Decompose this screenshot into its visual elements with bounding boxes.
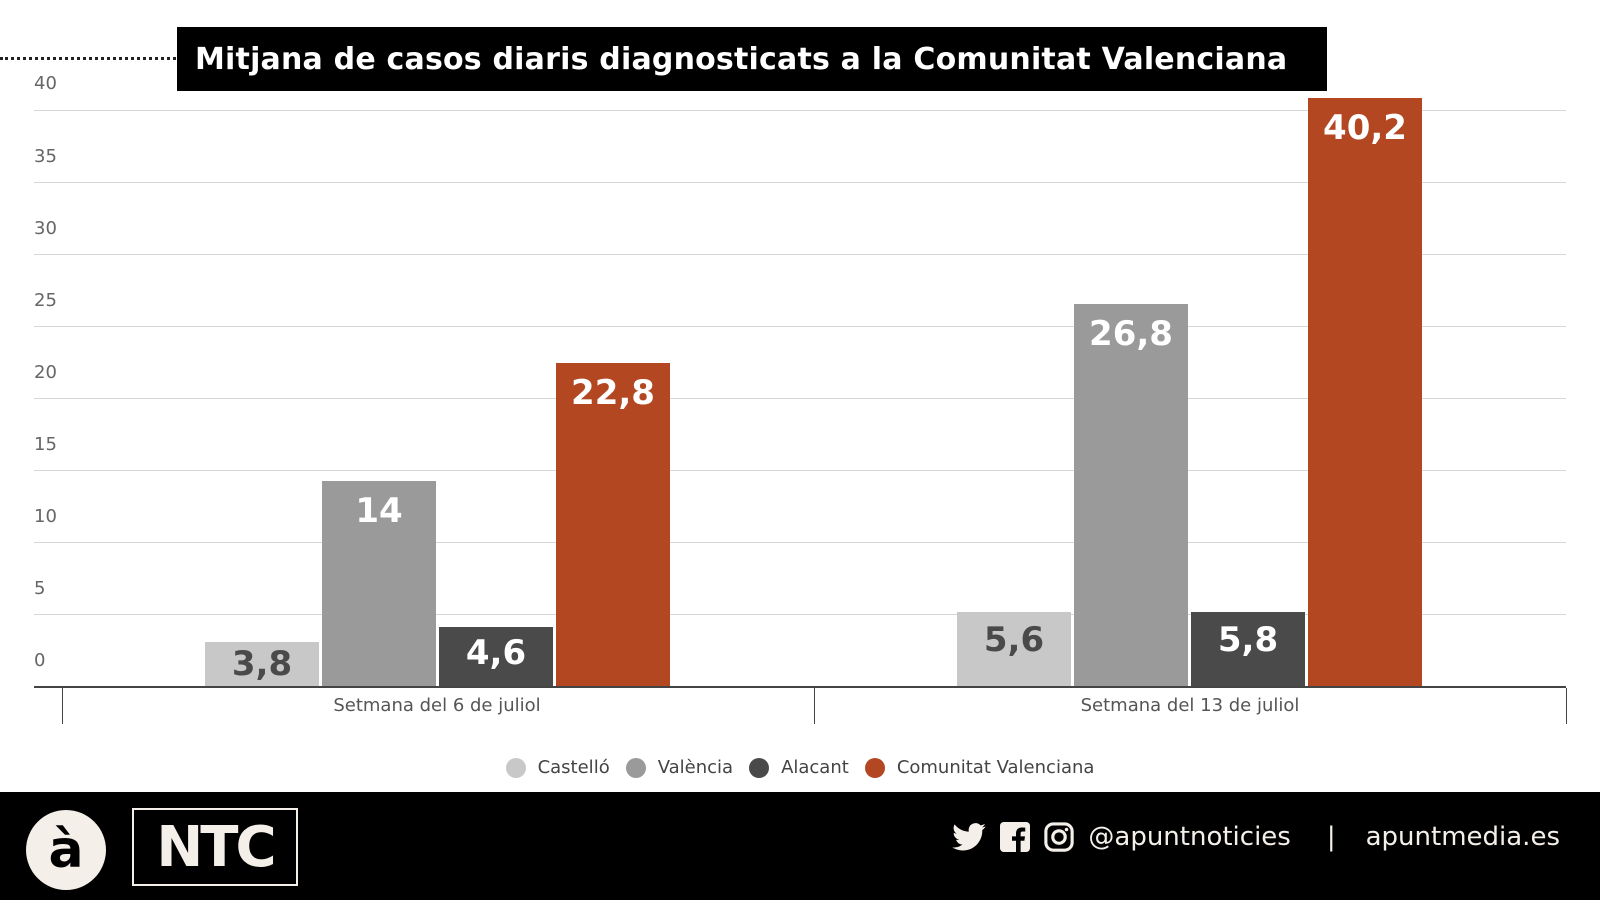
y-tick: 10 (34, 506, 57, 527)
social-links: @apuntnoticies | apuntmedia.es (952, 822, 1560, 852)
x-axis-divider (814, 688, 815, 724)
legend-item-castello[interactable]: Castelló (505, 757, 610, 778)
twitter-icon[interactable] (952, 823, 987, 851)
x-axis-baseline (34, 686, 1566, 688)
y-tick: 30 (34, 218, 57, 239)
gridline-10 (34, 542, 1566, 543)
bar-value-label: 40,2 (1323, 108, 1407, 148)
bar-value-label: 14 (355, 491, 403, 531)
gridline-35 (34, 182, 1566, 183)
legend-item-comunitat[interactable]: Comunitat Valenciana (864, 757, 1095, 778)
x-axis-divider (62, 688, 63, 724)
apunt-logo: à (26, 810, 106, 890)
y-tick: 0 (34, 650, 46, 671)
y-tick: 20 (34, 362, 57, 383)
y-tick: 40 (34, 73, 57, 94)
apunt-logo-text: à (48, 820, 84, 880)
social-handle[interactable]: @apuntnoticies (1088, 822, 1291, 852)
legend-swatch-icon (864, 757, 885, 778)
bar-valencia-week1: 14 (322, 481, 436, 686)
y-tick: 5 (34, 578, 46, 599)
legend-item-alacant[interactable]: Alacant (749, 757, 849, 778)
gridline-5 (34, 614, 1566, 615)
bar-value-label: 5,6 (983, 620, 1045, 660)
bar-comunitat-week1: 22,8 (556, 363, 670, 686)
bar-comunitat-week2: 40,2 (1308, 98, 1422, 686)
legend-label: Alacant (781, 757, 849, 778)
title-dotted-rule (0, 57, 176, 60)
bar-valencia-week2: 26,8 (1074, 304, 1188, 686)
gridline-40 (34, 110, 1566, 111)
bar-value-label: 3,8 (231, 644, 293, 684)
gridline-15 (34, 470, 1566, 471)
y-tick: 25 (34, 290, 57, 311)
legend-swatch-icon (505, 757, 526, 778)
y-tick: 35 (34, 146, 57, 167)
chart-title: Mitjana de casos diaris diagnosticats a … (177, 27, 1327, 91)
bar-value-label: 22,8 (571, 373, 655, 413)
y-tick: 15 (34, 434, 57, 455)
legend-item-valencia[interactable]: València (625, 757, 734, 778)
gridline-20 (34, 398, 1566, 399)
legend: Castelló València Alacant Comunitat Vale… (0, 757, 1600, 778)
legend-label: València (657, 757, 734, 778)
x-category-label: Setmana del 13 de juliol (1080, 695, 1300, 716)
bar-alacant-week2: 5,8 (1191, 612, 1305, 686)
x-category-label: Setmana del 6 de juliol (333, 695, 541, 716)
gridline-30 (34, 254, 1566, 255)
chart-title-text: Mitjana de casos diaris diagnosticats a … (195, 41, 1288, 77)
bar-castello-week2: 5,6 (957, 612, 1071, 686)
ntc-logo: NTC (132, 808, 298, 886)
facebook-icon[interactable] (1000, 822, 1031, 852)
gridline-25 (34, 326, 1566, 327)
bar-alacant-week1: 4,6 (439, 627, 553, 686)
footer-bar: à NTC @apuntnoticies | apuntmedia.es (0, 792, 1600, 900)
ntc-logo-text: NTC (156, 814, 276, 880)
bar-castello-week1: 3,8 (205, 642, 319, 686)
legend-label: Castelló (537, 757, 610, 778)
bar-value-label: 26,8 (1089, 314, 1173, 354)
website-link[interactable]: apuntmedia.es (1365, 822, 1560, 852)
legend-swatch-icon (625, 757, 646, 778)
bar-value-label: 5,8 (1217, 620, 1279, 660)
x-axis-divider (1566, 688, 1567, 724)
bar-value-label: 4,6 (465, 633, 527, 673)
legend-swatch-icon (749, 757, 770, 778)
instagram-icon[interactable] (1044, 822, 1075, 852)
separator: | (1326, 822, 1336, 852)
legend-label: Comunitat Valenciana (896, 757, 1095, 778)
